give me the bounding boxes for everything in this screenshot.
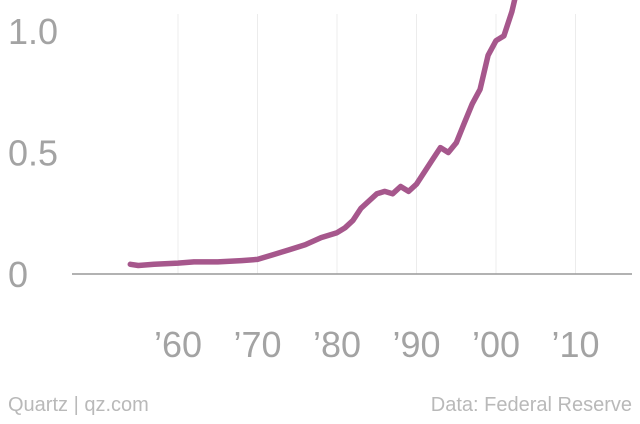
y-tick-label-1: 0.5 <box>8 133 58 174</box>
y-tick-label-2: 1.0 <box>8 11 58 52</box>
publisher-credit: Quartz | qz.com <box>8 394 149 416</box>
x-tick-label-3: ’90 <box>392 324 440 365</box>
x-tick-label-4: ’00 <box>472 324 520 365</box>
x-tick-label-1: ’70 <box>233 324 281 365</box>
series-line <box>127 0 518 269</box>
y-tick-label-0: 0 <box>8 254 28 295</box>
data-source: Data: Federal Reserve <box>430 394 632 416</box>
y-axis-ticks: 00.51.01.5$2.0 trillion <box>8 11 58 295</box>
vertical-gridlines <box>177 14 576 274</box>
x-tick-label-0: ’60 <box>154 324 202 365</box>
x-tick-label-2: ’80 <box>313 324 361 365</box>
x-axis-ticks: ’60 ’70 ’80 ’90 ’00 ’10 <box>154 324 600 365</box>
x-tick-label-5: ’10 <box>551 324 599 365</box>
